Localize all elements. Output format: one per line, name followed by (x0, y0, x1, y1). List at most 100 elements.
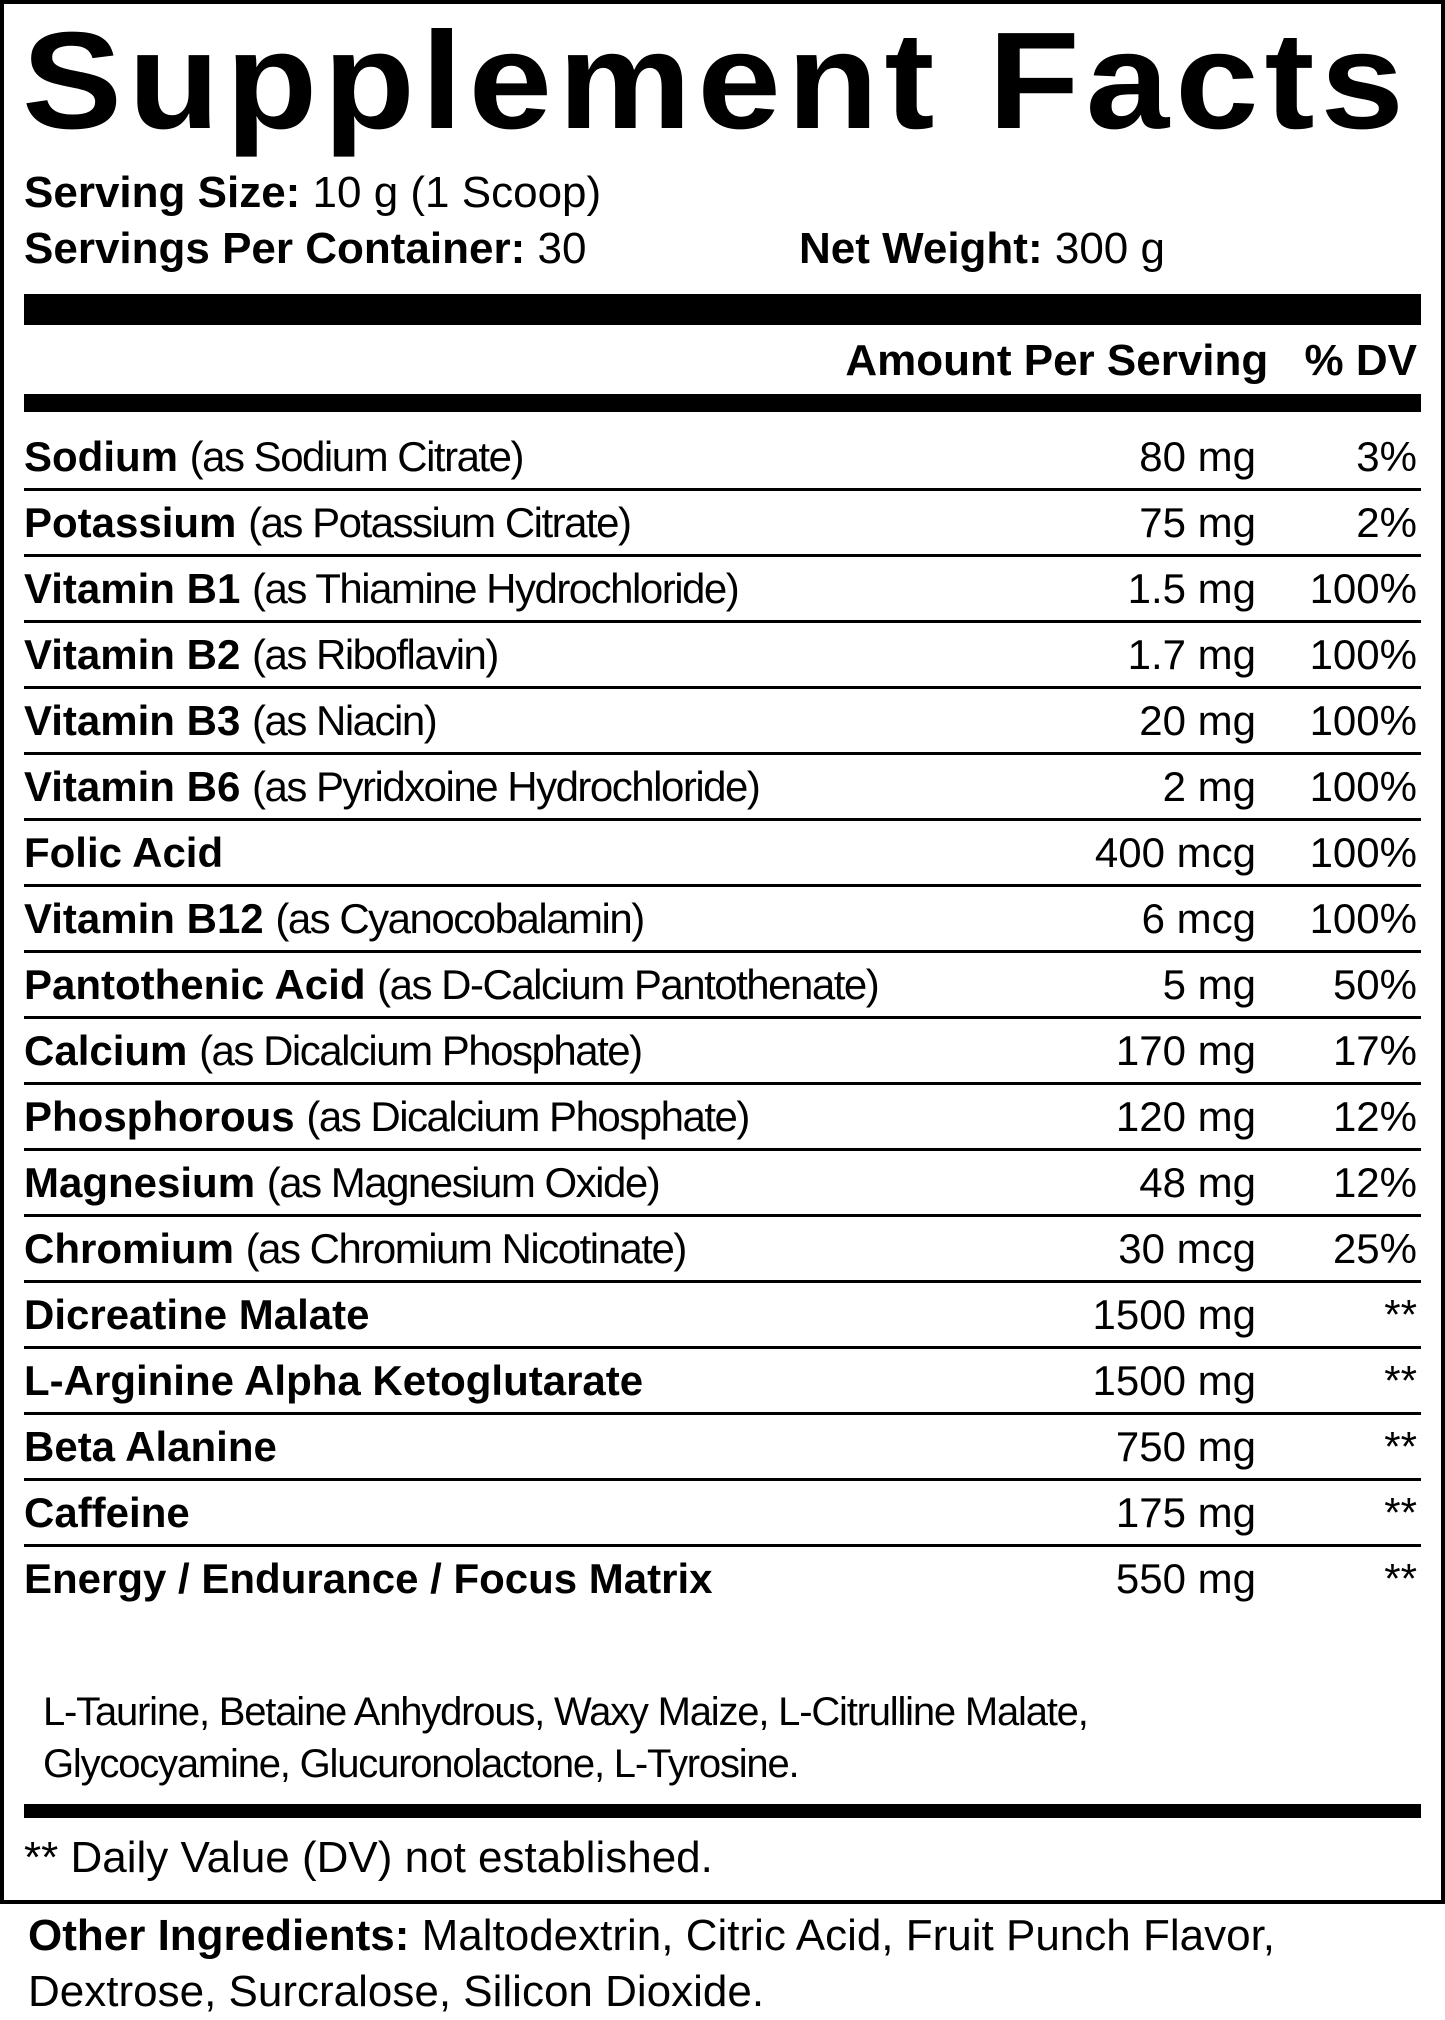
net-weight-value: 300 g (1054, 224, 1165, 273)
nutrient-label: Potassium (24, 499, 237, 546)
table-row: Pantothenic Acid (as D-Calcium Pantothen… (24, 953, 1421, 1019)
servings-label: Servings Per Container: (24, 224, 526, 273)
table-row: Potassium (as Potassium Citrate) 75 mg 2% (24, 491, 1421, 557)
nutrient-amount: 400 mcg (1094, 829, 1256, 876)
facts-panel (0, 0, 1445, 1904)
nutrient-source: (as Dicalcium Phosphate) (199, 1027, 643, 1074)
matrix-line: L-Taurine, Betaine Anhydrous, Waxy Maize… (43, 1690, 1089, 1734)
nutrient-label: Caffeine (24, 1489, 190, 1536)
table-row: Beta Alanine 750 mg ** (24, 1415, 1421, 1481)
nutrient-amount: 1500 mg (1092, 1357, 1256, 1404)
table-row: Folic Acid 400 mcg 100% (24, 821, 1421, 887)
table-row: Vitamin B12 (as Cyanocobalamin) 6 mcg 100% (24, 887, 1421, 953)
nutrient-amount: 120 mg (1115, 1093, 1256, 1140)
table-row: L-Arginine Alpha Ketoglutarate 1500 mg ** (24, 1349, 1421, 1415)
nutrient-label: Folic Acid (24, 829, 224, 876)
nutrient-name: Vitamin B1 (as Thiamine Hydrochloride) (24, 557, 740, 621)
nutrient-dv: 12% (1332, 1093, 1417, 1140)
nutrient-dv: 100% (1309, 763, 1417, 810)
nutrient-label: Calcium (24, 1027, 188, 1074)
nutrient-dv: 12% (1332, 1159, 1417, 1206)
nutrient-label: Beta Alanine (24, 1423, 277, 1470)
nutrient-label: Magnesium (24, 1159, 256, 1206)
footer-divider (24, 1804, 1421, 1818)
table-row: Vitamin B1 (as Thiamine Hydrochloride) 1.… (24, 557, 1421, 623)
nutrient-amount: 550 mg (1115, 1555, 1256, 1602)
nutrient-dv: ** (1384, 1423, 1417, 1470)
nutrient-dv: ** (1384, 1489, 1417, 1536)
nutrient-dv: 3% (1356, 433, 1417, 480)
nutrient-dv: 100% (1309, 829, 1417, 876)
other-ingredients-label: Other Ingredients: (28, 1911, 410, 1960)
nutrient-name: Phosphorous (as Dicalcium Phosphate) (24, 1085, 750, 1149)
nutrient-dv: 2% (1356, 499, 1417, 546)
nutrient-label: Pantothenic Acid (24, 961, 366, 1008)
nutrient-source: (as Dicalcium Phosphate) (306, 1093, 750, 1140)
table-row: Vitamin B2 (as Riboflavin) 1.7 mg 100% (24, 623, 1421, 689)
table-row: Phosphorous (as Dicalcium Phosphate) 120 … (24, 1085, 1421, 1151)
column-header: Amount Per Serving % DV (845, 336, 1417, 386)
nutrient-label: Vitamin B3 (24, 697, 241, 744)
table-row: Calcium (as Dicalcium Phosphate) 170 mg 17… (24, 1019, 1421, 1085)
nutrient-name: Dicreatine Malate (24, 1283, 369, 1347)
table-row: Vitamin B6 (as Pyridxoine Hydrochloride)… (24, 755, 1421, 821)
nutrient-amount: 2 mg (1162, 763, 1256, 810)
nutrient-name: Potassium (as Potassium Citrate) (24, 491, 632, 555)
serving-size: Serving Size: 10 g (1 Scoop) (24, 168, 601, 218)
nutrient-label: Sodium (24, 433, 178, 480)
nutrient-name: Energy / Endurance / Focus Matrix (24, 1547, 713, 1611)
nutrient-amount: 175 mg (1115, 1489, 1256, 1536)
nutrient-amount: 75 mg (1139, 499, 1256, 546)
nutrient-label: L-Arginine Alpha Ketoglutarate (24, 1357, 644, 1404)
nutrient-dv: ** (1384, 1357, 1417, 1404)
nutrient-amount: 5 mg (1162, 961, 1256, 1008)
nutrient-amount: 6 mcg (1141, 895, 1256, 942)
nutrient-name: Pantothenic Acid (as D-Calcium Pantothen… (24, 953, 880, 1017)
panel-title: Supplement Facts (22, 2, 1410, 158)
nutrient-label: Vitamin B1 (24, 565, 241, 612)
nutrient-dv: ** (1384, 1291, 1417, 1338)
nutrient-amount: 1500 mg (1092, 1291, 1256, 1338)
nutrient-label: Vitamin B6 (24, 763, 241, 810)
nutrient-dv: 100% (1309, 565, 1417, 612)
nutrient-name: Sodium (as Sodium Citrate) (24, 425, 525, 489)
nutrient-amount: 20 mg (1139, 697, 1256, 744)
nutrient-name: Vitamin B6 (as Pyridxoine Hydrochloride) (24, 755, 761, 819)
nutrient-source: (as D-Calcium Pantothenate) (377, 961, 880, 1008)
nutrient-dv: ** (1384, 1555, 1417, 1602)
net-weight: Net Weight: 300 g (799, 224, 1165, 274)
nutrient-dv: 100% (1309, 697, 1417, 744)
nutrient-source: (as Thiamine Hydrochloride) (251, 565, 740, 612)
nutrient-name: Vitamin B12 (as Cyanocobalamin) (24, 887, 645, 951)
amount-header: Amount Per Serving (845, 336, 1269, 385)
nutrient-label: Vitamin B2 (24, 631, 241, 678)
nutrient-label: Dicreatine Malate (24, 1291, 370, 1338)
nutrient-source: (as Sodium Citrate) (189, 433, 525, 480)
nutrient-name: Magnesium (as Magnesium Oxide) (24, 1151, 661, 1215)
other-ingredients: Other Ingredients: Maltodextrin, Citric … (28, 1908, 1428, 2020)
nutrient-source: (as Pyridxoine Hydrochloride) (251, 763, 761, 810)
nutrient-name: Vitamin B3 (as Niacin) (24, 689, 438, 753)
table-row: Vitamin B3 (as Niacin) 20 mg 100% (24, 689, 1421, 755)
nutrient-label: Chromium (24, 1225, 234, 1272)
nutrient-source: (as Cyanocobalamin) (275, 895, 645, 942)
net-weight-label: Net Weight: (799, 224, 1043, 273)
nutrient-name: L-Arginine Alpha Ketoglutarate (24, 1349, 643, 1413)
nutrient-name: Calcium (as Dicalcium Phosphate) (24, 1019, 643, 1083)
header-divider (24, 394, 1421, 412)
nutrient-label: Phosphorous (24, 1093, 295, 1140)
nutrient-dv: 25% (1332, 1225, 1417, 1272)
nutrient-name: Beta Alanine (24, 1415, 277, 1479)
serving-size-value: 10 g (1 Scoop) (312, 168, 602, 217)
nutrient-amount: 80 mg (1139, 433, 1256, 480)
footnote: ** Daily Value (DV) not established. (24, 1833, 713, 1882)
table-row: Caffeine 175 mg ** (24, 1481, 1421, 1547)
nutrient-dv: 100% (1309, 631, 1417, 678)
nutrient-dv: 17% (1332, 1027, 1417, 1074)
matrix-line: Glycocyamine, Glucuronolactone, L-Tyrosi… (43, 1742, 800, 1786)
nutrient-amount: 30 mcg (1118, 1225, 1256, 1272)
nutrient-label: Vitamin B12 (24, 895, 264, 942)
nutrient-source: (as Potassium Citrate) (248, 499, 632, 546)
nutrient-amount: 170 mg (1115, 1027, 1256, 1074)
nutrient-dv: 100% (1309, 895, 1417, 942)
